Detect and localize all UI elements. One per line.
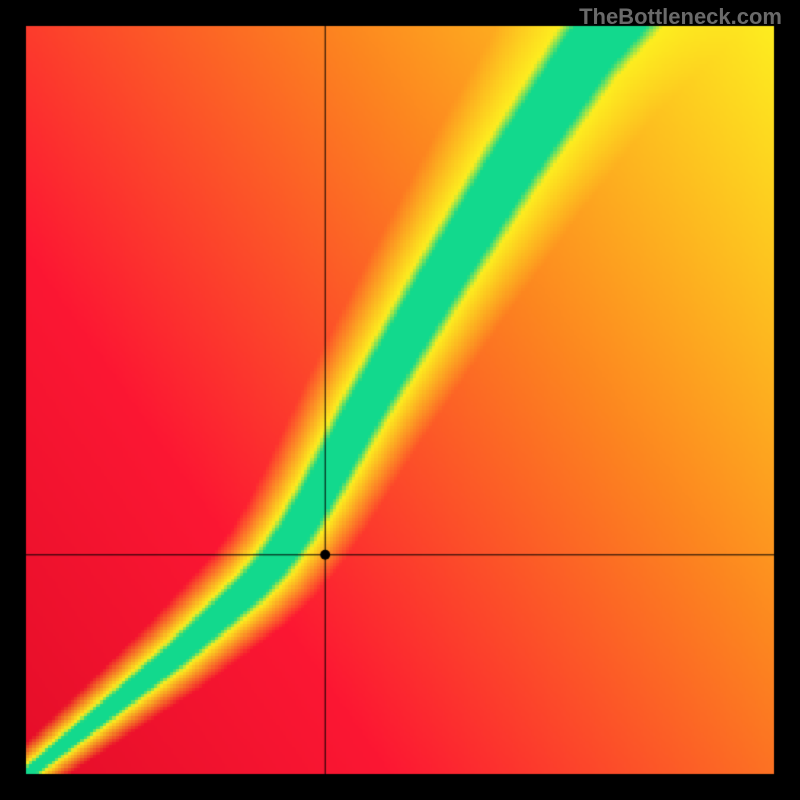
watermark-text: TheBottleneck.com bbox=[579, 4, 782, 30]
chart-container: TheBottleneck.com bbox=[0, 0, 800, 800]
heatmap-canvas bbox=[0, 0, 800, 800]
